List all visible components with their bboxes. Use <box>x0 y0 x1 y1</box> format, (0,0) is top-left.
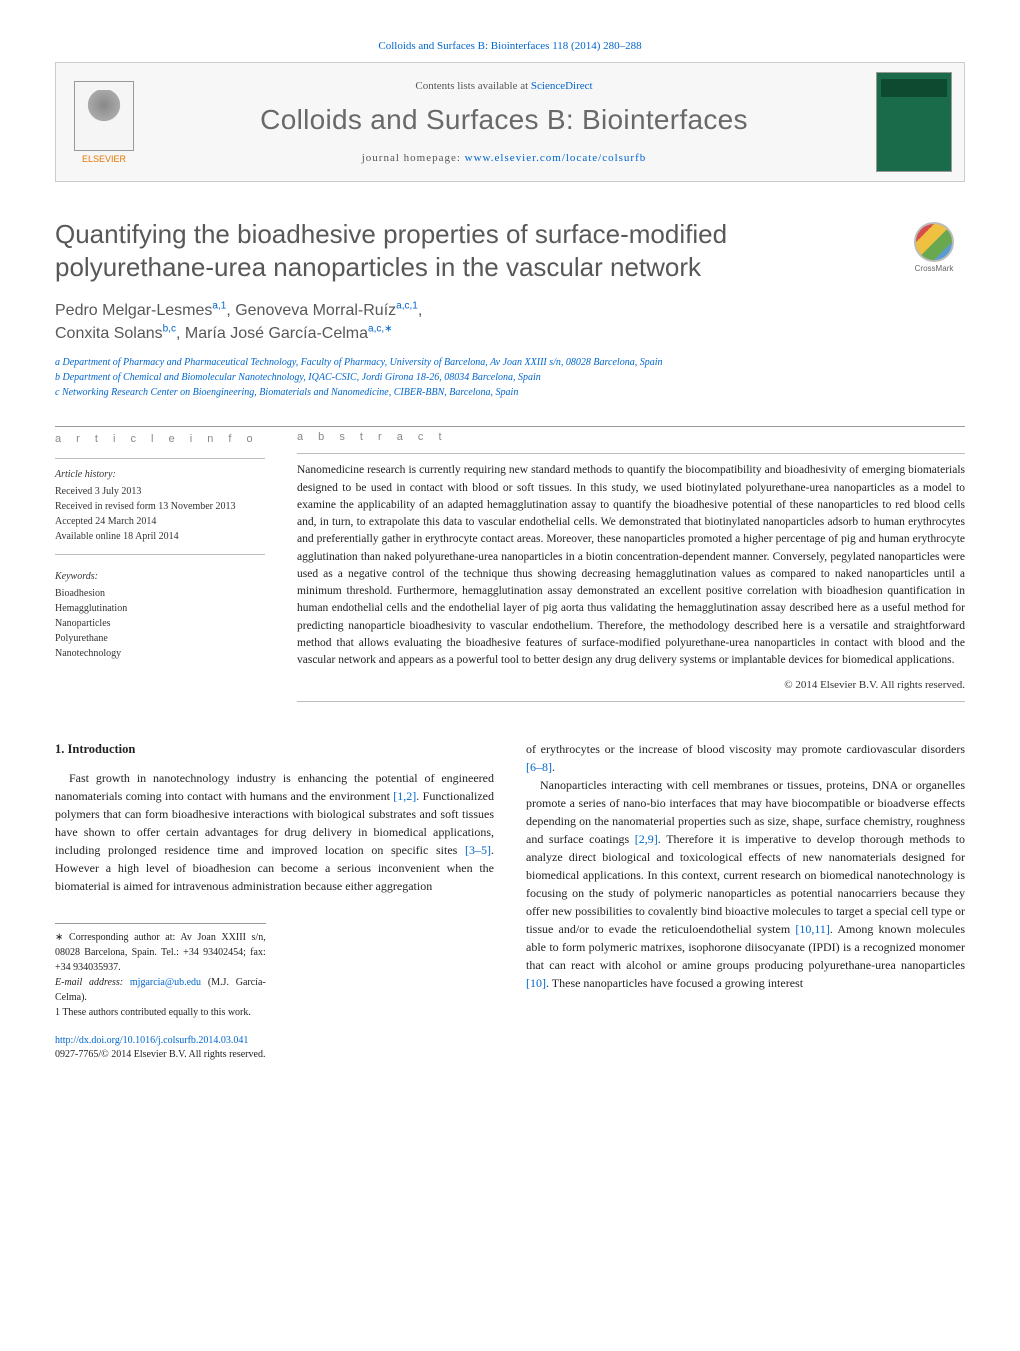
corresponding-author-note: ∗ Corresponding author at: Av Joan XXIII… <box>55 930 266 975</box>
author-4[interactable]: María José García-Celmaa,c,∗ <box>185 325 393 342</box>
elsevier-logo[interactable]: ELSEVIER <box>64 81 144 164</box>
email-link[interactable]: mjgarcia@ub.edu <box>130 977 201 988</box>
sciencedirect-link[interactable]: ScienceDirect <box>531 80 593 92</box>
text-run: . Therefore it is imperative to develop … <box>526 832 965 936</box>
text-run: . These nanoparticles have focused a gro… <box>546 976 803 990</box>
keyword-item: Hemagglutination <box>55 601 265 616</box>
author-2-name: Genoveva Morral-Ruíz <box>235 302 396 319</box>
copyright-line: © 2014 Elsevier B.V. All rights reserved… <box>297 679 965 691</box>
author-2[interactable]: Genoveva Morral-Ruíza,c,1 <box>235 302 418 319</box>
email-line: E-mail address: mjgarcia@ub.edu (M.J. Ga… <box>55 975 266 1005</box>
history-revised: Received in revised form 13 November 201… <box>55 499 265 514</box>
article-history-head: Article history: <box>55 467 265 482</box>
text-run: of erythrocytes or the increase of blood… <box>526 742 965 756</box>
affiliation-c: c Networking Research Center on Bioengin… <box>55 385 965 400</box>
ref-link[interactable]: [10,11] <box>795 922 830 936</box>
issn-copyright: 0927-7765/© 2014 Elsevier B.V. All right… <box>55 1048 494 1062</box>
abstract-text: Nanomedicine research is currently requi… <box>297 462 965 669</box>
crossmark-badge[interactable]: CrossMark <box>903 222 965 273</box>
article-info-label: a r t i c l e i n f o <box>55 431 265 448</box>
body-column-right: of erythrocytes or the increase of blood… <box>526 740 965 1062</box>
author-3-sup: b,c <box>163 324 176 335</box>
crossmark-label: CrossMark <box>903 264 965 273</box>
author-1-sup: a,1 <box>212 301 226 312</box>
publisher-name: ELSEVIER <box>64 154 144 164</box>
author-2-sup: a,c,1 <box>396 301 418 312</box>
doi-link[interactable]: http://dx.doi.org/10.1016/j.colsurfb.201… <box>55 1034 494 1048</box>
affiliations: a Department of Pharmacy and Pharmaceuti… <box>55 355 965 400</box>
history-online: Available online 18 April 2014 <box>55 529 265 544</box>
elsevier-tree-icon <box>74 81 134 151</box>
history-received: Received 3 July 2013 <box>55 484 265 499</box>
contents-available-line: Contents lists available at ScienceDirec… <box>144 80 864 92</box>
email-label: E-mail address: <box>55 977 130 988</box>
author-1-name: Pedro Melgar-Lesmes <box>55 302 212 319</box>
journal-title: Colloids and Surfaces B: Biointerfaces <box>144 104 864 136</box>
affiliation-a: a Department of Pharmacy and Pharmaceuti… <box>55 355 965 370</box>
keyword-item: Bioadhesion <box>55 586 265 601</box>
body-column-left: 1. Introduction Fast growth in nanotechn… <box>55 740 494 1062</box>
ref-link[interactable]: [10] <box>526 976 546 990</box>
keyword-item: Polyurethane <box>55 631 265 646</box>
ref-link[interactable]: [1,2] <box>393 789 416 803</box>
intro-heading: 1. Introduction <box>55 740 494 759</box>
contents-prefix: Contents lists available at <box>415 80 530 92</box>
article-title: Quantifying the bioadhesive properties o… <box>55 218 883 283</box>
homepage-label: journal homepage: <box>362 152 465 164</box>
author-list: Pedro Melgar-Lesmesa,1, Genoveva Morral-… <box>55 299 965 345</box>
keyword-item: Nanotechnology <box>55 646 265 661</box>
intro-paragraph-1: Fast growth in nanotechnology industry i… <box>55 769 494 895</box>
doi-block: http://dx.doi.org/10.1016/j.colsurfb.201… <box>55 1034 494 1062</box>
keyword-item: Nanoparticles <box>55 616 265 631</box>
author-3[interactable]: Conxita Solansb,c <box>55 325 176 342</box>
equal-contribution-note: 1 These authors contributed equally to t… <box>55 1005 266 1020</box>
affiliation-b: b Department of Chemical and Biomolecula… <box>55 370 965 385</box>
ref-link[interactable]: [6–8] <box>526 760 552 774</box>
history-accepted: Accepted 24 March 2014 <box>55 514 265 529</box>
homepage-link[interactable]: www.elsevier.com/locate/colsurfb <box>465 152 647 164</box>
intro-paragraph-2: Nanoparticles interacting with cell memb… <box>526 776 965 992</box>
keywords-list: Bioadhesion Hemagglutination Nanoparticl… <box>55 586 265 661</box>
keywords-head: Keywords: <box>55 569 265 584</box>
author-4-name: María José García-Celma <box>185 325 368 342</box>
abstract-label: a b s t r a c t <box>297 431 965 443</box>
journal-header: ELSEVIER Contents lists available at Sci… <box>55 62 965 182</box>
journal-citation[interactable]: Colloids and Surfaces B: Biointerfaces 1… <box>55 40 965 52</box>
intro-paragraph-1-cont: of erythrocytes or the increase of blood… <box>526 740 965 776</box>
author-3-name: Conxita Solans <box>55 325 163 342</box>
journal-cover-thumbnail[interactable] <box>876 72 952 172</box>
footnotes: ∗ Corresponding author at: Av Joan XXIII… <box>55 923 266 1020</box>
ref-link[interactable]: [3–5] <box>465 843 491 857</box>
ref-link[interactable]: [2,9] <box>635 832 658 846</box>
author-4-sup: a,c,∗ <box>368 324 393 335</box>
author-1[interactable]: Pedro Melgar-Lesmesa,1 <box>55 302 226 319</box>
text-run: . <box>552 760 555 774</box>
journal-homepage-line: journal homepage: www.elsevier.com/locat… <box>144 152 864 164</box>
crossmark-icon <box>914 222 954 262</box>
